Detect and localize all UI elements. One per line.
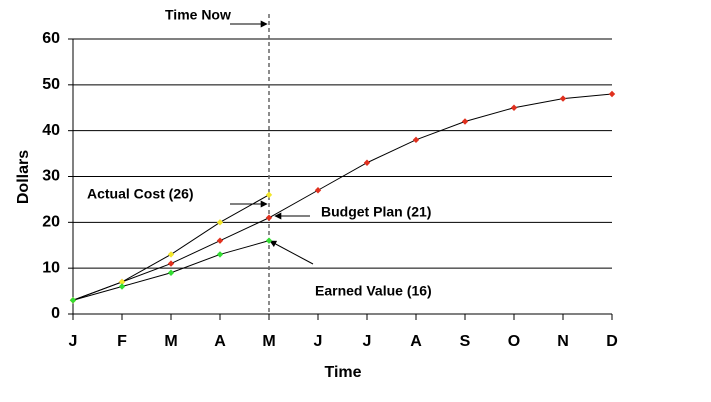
marker: [265, 191, 273, 199]
x-tick-label: O: [508, 333, 520, 350]
x-tick-label: D: [606, 333, 618, 350]
marker: [510, 104, 518, 111]
x-tick-label: J: [314, 333, 323, 350]
y-tick-label: 60: [42, 30, 60, 47]
marker: [412, 136, 420, 144]
marker: [118, 278, 126, 286]
x-axis-label: Time: [324, 364, 361, 381]
x-tick-label: M: [164, 333, 177, 350]
marker: [559, 95, 567, 102]
marker: [167, 269, 175, 276]
x-tick-label: A: [214, 333, 226, 350]
marker: [265, 214, 273, 221]
x-tick-label: J: [363, 333, 372, 350]
marker: [118, 283, 126, 290]
annotation: Budget Plan (21): [321, 204, 431, 220]
annotation: Actual Cost (26): [87, 186, 194, 202]
annotation: Time Now: [165, 7, 231, 23]
x-tick-label: A: [410, 333, 422, 350]
x-tick-label: M: [262, 333, 275, 350]
x-tick-label: N: [557, 333, 569, 350]
annotation: Earned Value (16): [315, 283, 432, 299]
marker: [461, 118, 469, 125]
x-tick-label: F: [117, 333, 127, 350]
marker: [216, 219, 224, 226]
y-tick-label: 0: [51, 305, 60, 322]
y-tick-label: 20: [42, 214, 60, 231]
marker: [314, 187, 322, 194]
marker: [216, 251, 224, 258]
y-tick-label: 30: [42, 168, 60, 185]
series-line: [72, 194, 270, 301]
x-tick-label: S: [460, 333, 471, 350]
marker: [363, 159, 371, 166]
marker: [608, 90, 616, 98]
x-tick-label: J: [69, 333, 78, 350]
y-tick-label: 40: [42, 122, 60, 139]
marker: [167, 251, 175, 258]
y-axis-label: Dollars: [15, 150, 32, 204]
arrow: [269, 240, 314, 265]
y-tick-label: 10: [42, 259, 60, 276]
y-tick-label: 50: [42, 76, 60, 93]
marker: [216, 237, 224, 244]
marker: [69, 297, 77, 304]
marker: [265, 237, 273, 244]
marker: [167, 260, 175, 267]
series-line: [72, 93, 613, 301]
